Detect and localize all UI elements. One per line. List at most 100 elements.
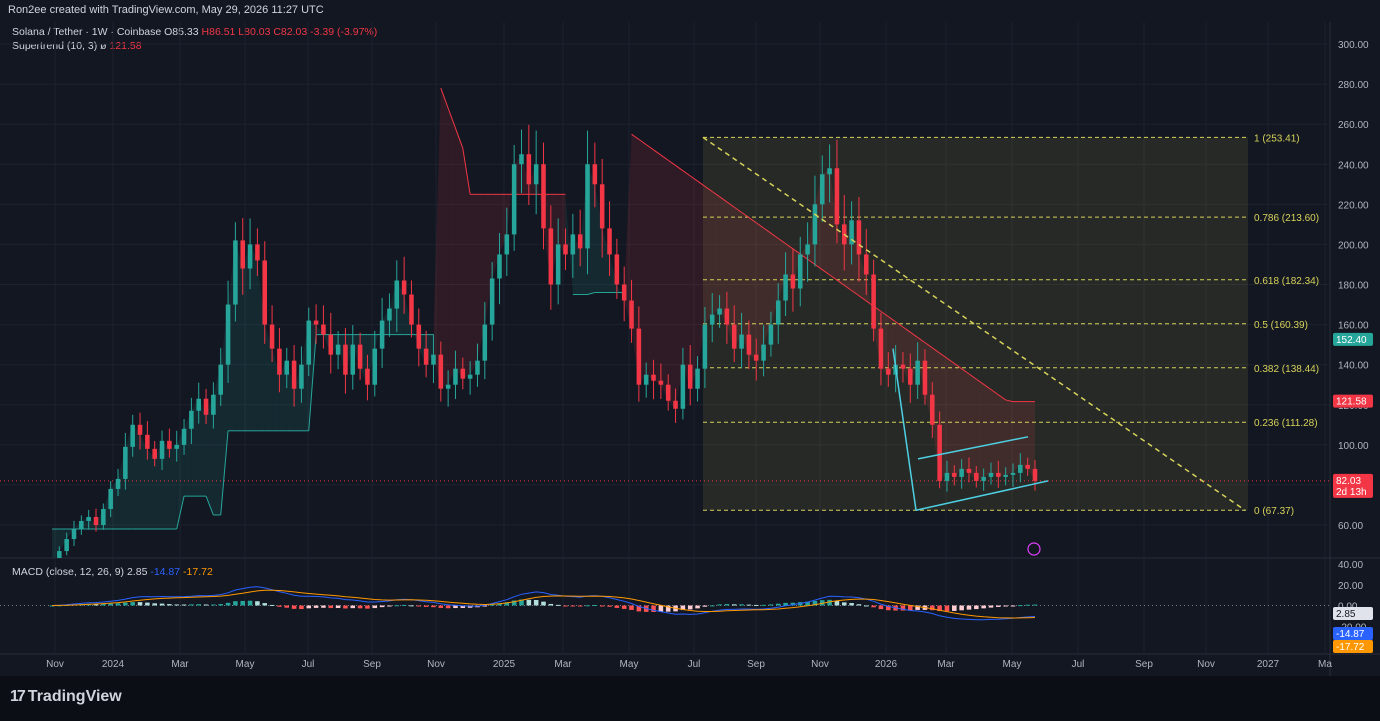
macd-histogram-bar [489, 604, 495, 606]
macd-histogram-bar [790, 602, 796, 606]
candle-body [577, 234, 583, 249]
candle-body [959, 468, 964, 477]
supertrend-zone [961, 368, 969, 473]
supertrend-zone [653, 149, 661, 385]
supertrend-line [983, 383, 992, 390]
supertrend-line [932, 347, 940, 354]
supertrend-zone [455, 128, 463, 379]
x-tick-label: Ma [1318, 659, 1332, 670]
candle-body [196, 398, 201, 411]
candle-body [695, 368, 700, 389]
supertrend-line [697, 180, 706, 187]
creator-text: Ron2ee created with TradingView.com, May… [8, 4, 324, 16]
candle-body [343, 344, 348, 375]
candle-body [717, 308, 722, 315]
candle-body [152, 448, 157, 459]
macd-line-value: -14.87 [150, 566, 181, 578]
supertrend-zone [499, 194, 507, 255]
supertrend-zone [1012, 401, 1021, 473]
alert-icon [1027, 542, 1041, 556]
supertrend-line [631, 133, 640, 140]
macd-histogram-bar [416, 605, 422, 607]
supertrend-zone [829, 168, 837, 281]
macd-histogram-bar [944, 605, 950, 612]
macd-histogram-bar [834, 601, 840, 606]
channel-lower [915, 480, 1049, 511]
candle-body [189, 410, 194, 429]
supertrend-line [638, 138, 647, 146]
supertrend-line [777, 237, 786, 245]
candle-body [952, 472, 957, 477]
supertrend-zone [968, 373, 977, 481]
macd-legend[interactable]: MACD (close, 12, 26, 9) 2.85 -14.87 -17.… [12, 566, 213, 578]
candle-body [651, 374, 656, 381]
macd-histogram-bar [768, 604, 774, 606]
candle-body [908, 368, 913, 385]
macd-histogram-bar [915, 605, 920, 610]
macd-histogram-bar [174, 604, 179, 606]
supertrend-zone [756, 222, 764, 361]
x-tick-label: Mar [171, 659, 189, 670]
x-tick-label: Mar [937, 659, 955, 670]
supertrend-line [653, 149, 662, 156]
candle-body [775, 300, 781, 325]
candle-body [460, 368, 466, 379]
fib-level-label: 0.786 (213.60) [1254, 213, 1319, 224]
candle-body [269, 324, 275, 349]
supertrend-zone [316, 324, 324, 335]
price-label-box [1333, 332, 1373, 346]
macd-histogram-bar [409, 605, 414, 607]
candle-body [555, 244, 561, 285]
x-tick-label: May [620, 659, 639, 670]
macd-histogram-bar [526, 599, 532, 606]
macd-histogram-bar [233, 601, 238, 606]
macd-histogram-bar [900, 605, 906, 611]
supertrend-zone [704, 186, 713, 325]
supertrend-line [308, 334, 317, 431]
macd-histogram-bar [453, 605, 458, 609]
supertrend-zone [888, 316, 896, 375]
candle-body [988, 472, 994, 477]
macd-histogram-bar [687, 605, 693, 610]
candle-body [372, 348, 378, 385]
candle-body [658, 380, 664, 385]
candle-body [709, 314, 715, 325]
y-tick-label: 180.00 [1338, 281, 1369, 292]
supertrend-zone [162, 440, 170, 530]
macd-histogram-bar [761, 604, 766, 606]
candle-body [211, 394, 216, 415]
tradingview-logo[interactable]: 17 TradingView [10, 688, 122, 706]
candle-body [365, 368, 370, 385]
macd-histogram-bar [145, 602, 150, 606]
candle-body [753, 354, 759, 361]
candle-body [86, 516, 91, 521]
supertrend-zone [250, 244, 258, 431]
supertrend-line [976, 378, 984, 385]
macd-histogram-bar [607, 605, 612, 607]
macd-histogram-bar [299, 605, 304, 610]
supertrend-line [785, 243, 794, 250]
macd-histogram-bar [350, 605, 356, 609]
price-chart[interactable]: 1 (253.41) 0.786 (213.60) 0.618 (182.34) 0.… [0, 0, 1380, 676]
macd-histogram-bar [504, 602, 510, 606]
candle-body [497, 254, 502, 279]
candle-body [871, 274, 876, 329]
candle-body [79, 520, 84, 530]
eye-icon[interactable]: ø [100, 40, 107, 52]
fib-level-label: 1 (253.41) [1254, 133, 1300, 144]
candle-body [71, 529, 77, 540]
supertrend-line [968, 373, 977, 380]
macd-hist-value: 2.85 [126, 566, 148, 578]
supertrend-zone [59, 529, 67, 552]
macd-histogram-bar [49, 605, 55, 607]
ohlc-close: C82.03 [273, 26, 308, 38]
macd-histogram-bar [739, 604, 744, 606]
macd-histogram-bar [203, 604, 209, 606]
symbol-legend[interactable]: Solana / Tether · 1W · Coinbase O85.33 H… [12, 26, 377, 38]
candle-body [849, 220, 854, 245]
supertrend-zone [946, 358, 955, 477]
candle-body [137, 424, 143, 435]
candle-body [533, 164, 539, 185]
macd-histogram-bar [636, 605, 642, 612]
x-tick-label: Jul [302, 659, 315, 670]
